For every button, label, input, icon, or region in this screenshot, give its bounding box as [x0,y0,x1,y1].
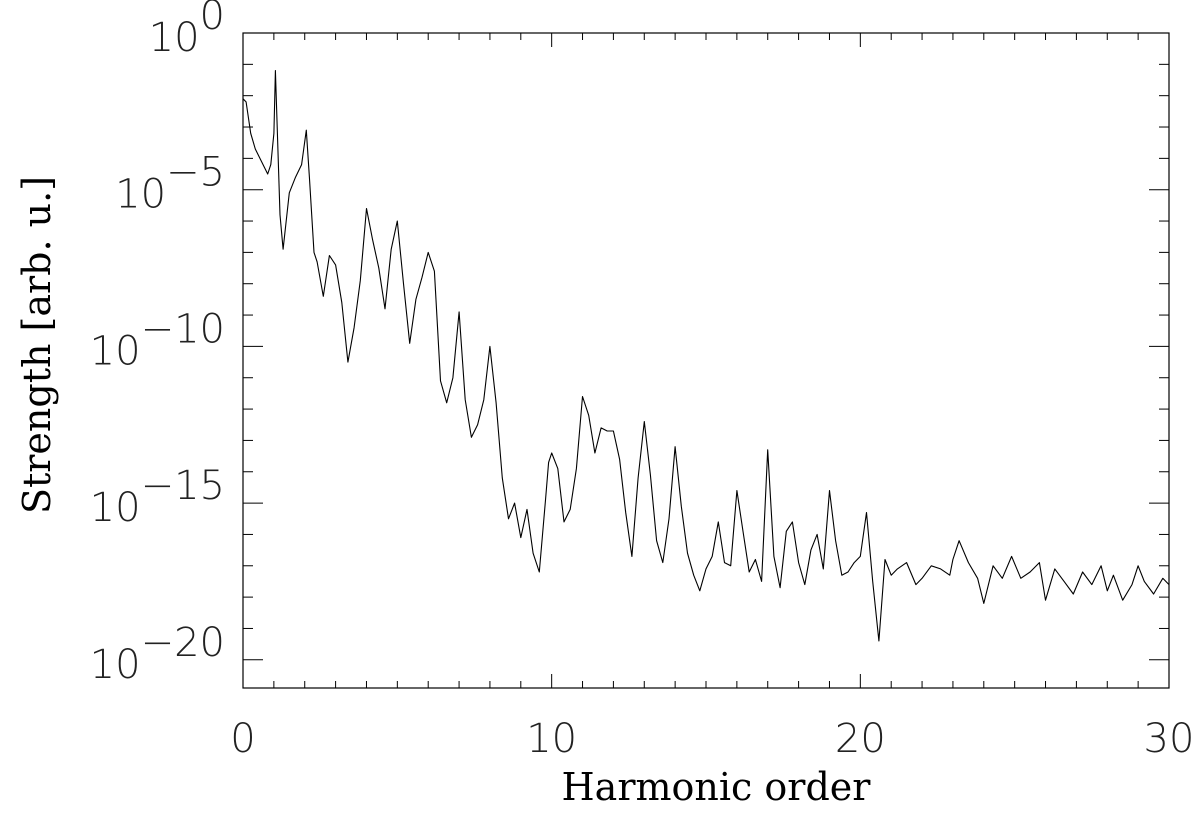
y-axis-title: Strength [arb. u.] [15,176,59,514]
tick-marks [242,32,1170,688]
y-tick-label: 10−5 [115,150,225,218]
y-tick-label-exponent: −10 [141,306,225,352]
y-tick-label: 10−10 [90,306,225,374]
y-tick-label-base: 10 [90,328,141,374]
x-tick-labels: 0 10 20 30 [230,716,1194,762]
y-tick-label: 100 [149,0,225,61]
y-tick-label-base: 10 [149,15,200,61]
y-tick-label-base: 10 [90,485,141,531]
y-tick-label-base: 10 [115,172,166,218]
x-tick-label: 30 [1144,716,1195,762]
series-line [242,70,1170,642]
y-tick-label: 10−20 [90,620,225,688]
y-tick-label-exponent: −20 [141,620,225,666]
x-tick-label: 0 [230,716,255,762]
y-tick-label-exponent: −5 [166,150,225,196]
x-tick-label: 20 [835,716,886,762]
y-tick-label: 10−15 [90,463,225,531]
x-tick-label: 10 [526,716,577,762]
x-axis-title: Harmonic order [562,765,872,809]
y-tick-label-exponent: 0 [200,0,225,39]
plot-frame [242,32,1170,689]
y-tick-label-base: 10 [90,642,141,688]
y-tick-label-exponent: −15 [141,463,225,509]
